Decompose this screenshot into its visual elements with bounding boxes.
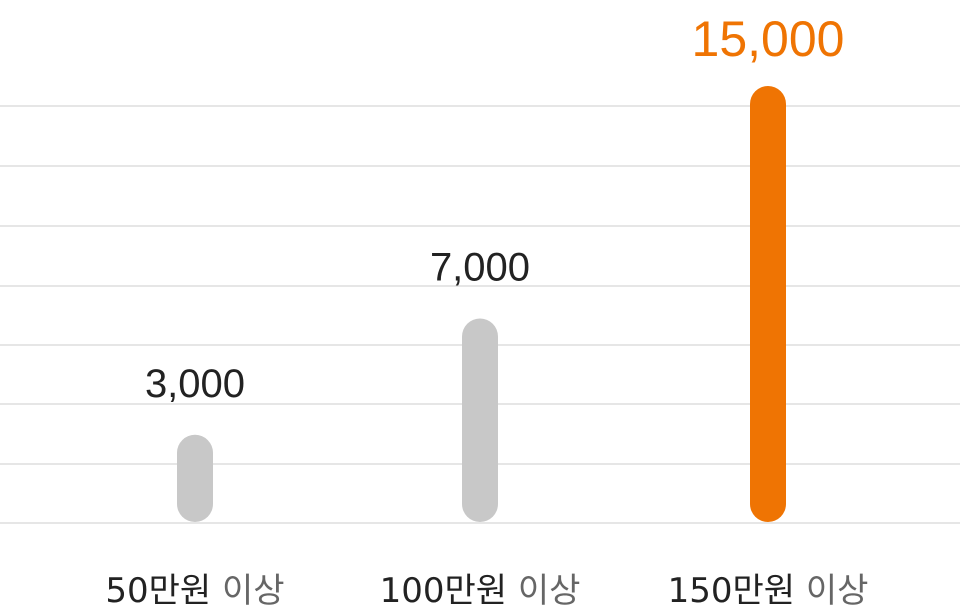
bar-2 — [462, 318, 498, 522]
value-label-1: 3,000 — [145, 362, 245, 406]
value-labels: 3,000 7,000 15,000 — [145, 11, 845, 406]
category-label-1: 50만원 이상 — [105, 571, 284, 611]
bar-1 — [177, 434, 213, 522]
category-label-2: 100만원 이상 — [380, 571, 581, 611]
value-label-3: 15,000 — [692, 11, 845, 67]
category-label-3: 150만원 이상 — [668, 571, 869, 611]
bar-3 — [750, 86, 786, 522]
bars — [177, 86, 786, 522]
category-labels: 50만원 이상 100만원 이상 150만원 이상 — [105, 571, 868, 611]
value-label-2: 7,000 — [430, 246, 530, 290]
